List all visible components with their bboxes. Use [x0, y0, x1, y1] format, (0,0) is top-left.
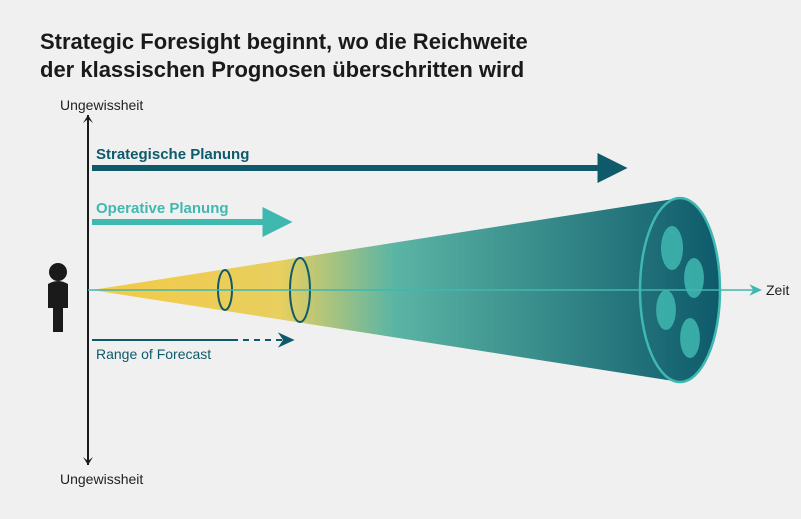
person-icon: [48, 263, 68, 332]
operative-planning-label: Operative Planung: [96, 200, 229, 217]
x-axis-label: Zeit: [766, 282, 789, 298]
y-axis-label-top: Ungewissheit: [60, 97, 143, 113]
title-line-1: Strategic Foresight beginnt, wo die Reic…: [40, 28, 528, 56]
strategic-planning-label: Strategische Planung: [96, 146, 249, 163]
diagram-title: Strategic Foresight beginnt, wo die Reic…: [40, 28, 528, 83]
title-line-2: der klassischen Prognosen überschritten …: [40, 56, 528, 84]
forecast-range-label: Range of Forecast: [96, 346, 211, 362]
y-axis-label-bottom: Ungewissheit: [60, 471, 143, 487]
